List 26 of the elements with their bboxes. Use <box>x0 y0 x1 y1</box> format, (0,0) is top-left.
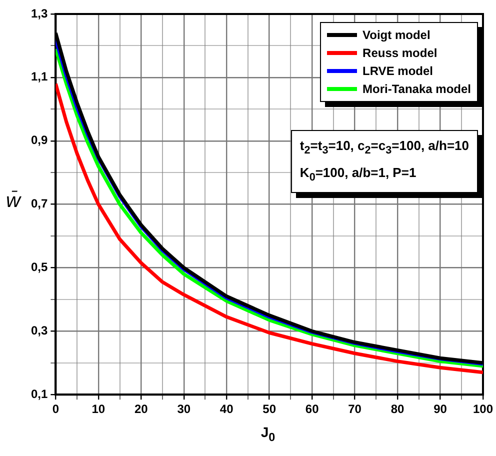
x-tick-label: 0 <box>52 402 60 416</box>
x-tick-label: 30 <box>177 402 191 416</box>
legend-label: Voigt model <box>362 28 430 42</box>
y-tick-label: 1,3 <box>30 6 48 20</box>
y-tick-label: 1,1 <box>30 70 48 84</box>
x-tick-label: 90 <box>434 402 448 416</box>
x-tick-label: 70 <box>348 402 362 416</box>
y-tick-label: 0,5 <box>30 260 48 274</box>
legend-label: Reuss model <box>362 46 438 60</box>
x-tick-label: 10 <box>92 402 106 416</box>
x-axis-title: J$_{0}$ <box>260 424 276 444</box>
x-tick-label: 100 <box>472 402 494 416</box>
x-tick-label: 40 <box>220 402 234 416</box>
y-tick-label: 0,1 <box>30 386 48 401</box>
x-tick-label: 20 <box>134 402 148 416</box>
y-tick-label: 0,9 <box>30 133 48 148</box>
legend-label: LRVE model <box>362 64 433 78</box>
legend-label: Mori-Tanaka model <box>362 82 471 96</box>
x-tick-label: 80 <box>390 402 405 416</box>
x-tick-label: 50 <box>262 402 276 416</box>
y-axis-title: w̄ <box>6 190 20 213</box>
y-tick-label: 0,7 <box>30 196 48 211</box>
y-tick-label: 0,3 <box>30 323 48 338</box>
annotation: K$_{0}$=100, a/b=1, P=1 <box>300 164 418 186</box>
text: t$_{2}$=t$_{3}$=10, c$_{2}$=c$_{3}$=100, a/h=10 <box>300 138 469 157</box>
x-tick-label: 60 <box>305 402 320 416</box>
